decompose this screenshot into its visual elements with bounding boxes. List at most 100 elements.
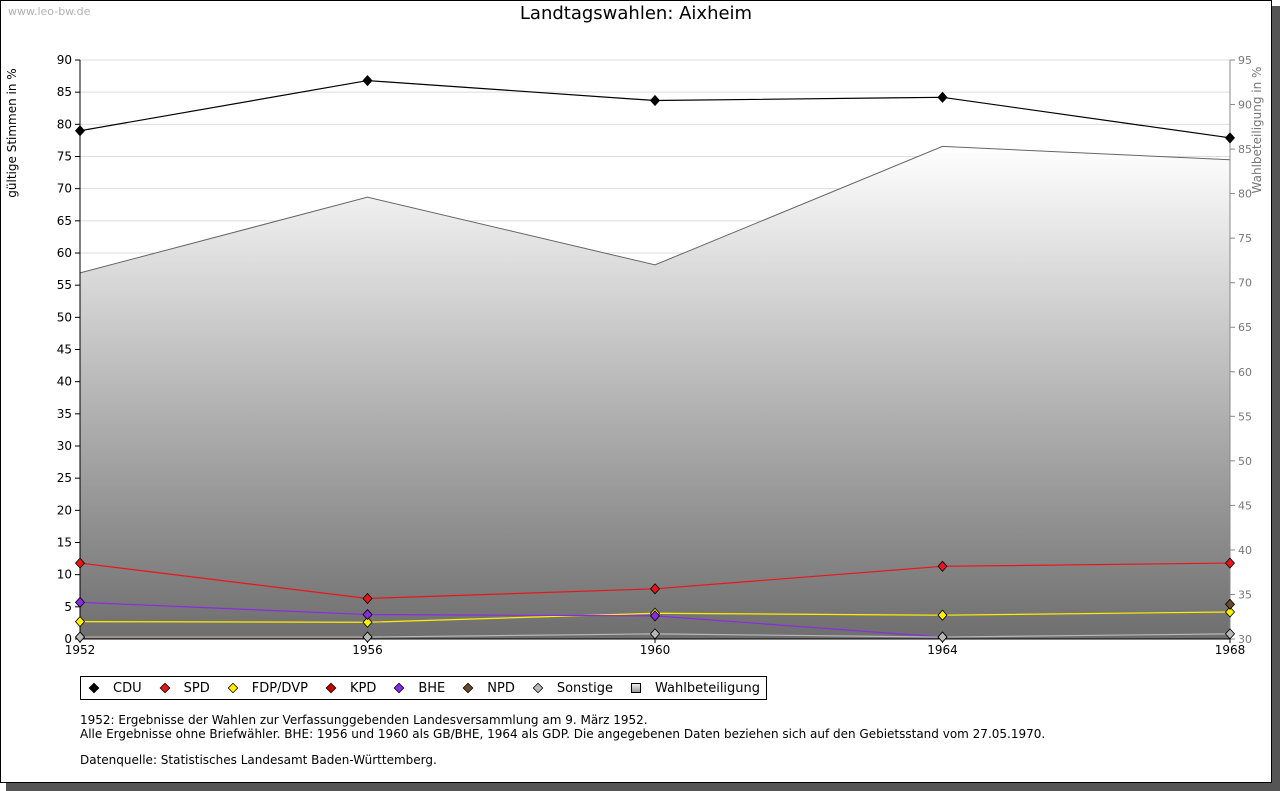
y2-tick-label: 40 (1238, 544, 1252, 557)
legend-label: NPD (487, 680, 515, 696)
y2-tick-label: 95 (1238, 54, 1252, 67)
point-spd (1224, 557, 1236, 569)
y2-tick-label: 45 (1238, 499, 1252, 512)
x-tick-label: 1968 (1215, 643, 1246, 657)
frame-shadow-right (1272, 6, 1280, 791)
legend-label: Wahlbeteiligung (655, 680, 761, 696)
turnout-area (80, 146, 1230, 640)
y-tick-label: 55 (57, 278, 72, 292)
y2-tick-label: 35 (1238, 588, 1252, 601)
legend-item-spd: SPD (159, 680, 210, 696)
point-sonstige (1224, 628, 1236, 640)
point-sonstige (649, 628, 661, 640)
turnout-line (79, 145, 1231, 274)
point-spd (74, 557, 86, 569)
y-tick-label: 30 (57, 439, 72, 453)
point-spd (937, 560, 948, 572)
legend-item-bhe: BHE (394, 681, 445, 696)
legend-label: SPD (183, 680, 210, 696)
point-bhe (74, 596, 86, 608)
series-line-bhe (79, 601, 943, 638)
point-fdp-dvp (362, 616, 373, 628)
x-tick-label: 1956 (352, 643, 383, 657)
y-tick-label: 60 (57, 246, 72, 260)
y2-tick-label: 50 (1238, 455, 1252, 468)
legend-label: FDP/DVP (251, 680, 308, 696)
legend-marker-icon (631, 683, 642, 693)
y2-tick-label: 75 (1238, 232, 1252, 245)
series-line-cdu (79, 79, 1231, 139)
legend-item-npd: NPD (462, 680, 515, 696)
point-cdu (649, 94, 661, 107)
y-tick-label: 90 (57, 53, 72, 67)
legend-label: KPD (349, 680, 377, 696)
point-sonstige (362, 631, 373, 643)
point-sonstige (74, 631, 86, 643)
y-tick-label: 75 (57, 150, 72, 164)
legend-marker-icon (88, 682, 100, 694)
point-spd (649, 583, 661, 595)
y2-tick-label: 55 (1238, 410, 1252, 423)
point-fdp-dvp (1224, 606, 1236, 618)
y2-axis-label: Wahlbeteiligung in % (1250, 67, 1264, 194)
y-tick-label: 20 (57, 503, 72, 517)
y-tick-label: 70 (57, 182, 72, 196)
x-tick-label: 1960 (640, 643, 671, 657)
legend-item-wahlbeteiligung: Wahlbeteiligung (631, 681, 760, 696)
point-npd (1224, 598, 1236, 610)
y2-tick-label: 70 (1238, 277, 1252, 290)
point-cdu (74, 125, 86, 137)
legend-marker-icon (394, 682, 405, 694)
y2-tick-label: 60 (1238, 366, 1252, 379)
y-tick-label: 5 (64, 600, 72, 614)
y-tick-label: 40 (57, 375, 72, 389)
y2-tick-label: 90 (1238, 99, 1252, 112)
point-fdp-dvp (74, 616, 86, 628)
legend-label: CDU (113, 680, 142, 696)
y-tick-label: 0 (64, 632, 72, 646)
y-tick-label: 85 (57, 85, 72, 99)
x-tick-label: 1964 (927, 643, 958, 657)
note-line-1: 1952: Ergebnisse der Wahlen zur Verfassu… (80, 713, 648, 727)
y-tick-label: 35 (57, 407, 72, 421)
y-tick-label: 15 (57, 536, 72, 550)
legend-label: Sonstige (556, 680, 614, 696)
y-tick-label: 65 (57, 214, 72, 228)
point-cdu (937, 91, 948, 103)
legend-item-fdp-dvp: FDP/DVP (227, 680, 308, 696)
legend-label: BHE (418, 680, 446, 696)
y-tick-label: 80 (57, 117, 72, 131)
y-tick-label: 50 (57, 310, 72, 324)
chart-legend: CDU SPD FDP/DVP KPD BHE NPD Sonstige Wahlbeteil… (80, 676, 768, 700)
legend-item-kpd: KPD (325, 680, 377, 696)
y-tick-label: 25 (57, 471, 72, 485)
data-source-note: Datenquelle: Statistisches Landesamt Bad… (80, 753, 437, 767)
frame-shadow-bottom (6, 783, 1280, 791)
y-axis-label: gültige Stimmen in % (5, 68, 19, 197)
point-sonstige (937, 631, 948, 643)
legend-marker-icon (325, 682, 337, 694)
watermark: www.leo-bw.de (8, 5, 91, 18)
point-bhe (362, 608, 373, 621)
point-fdp-dvp (937, 609, 948, 621)
x-tick-label: 1952 (65, 643, 96, 657)
legend-marker-icon (532, 682, 544, 694)
y2-tick-label: 65 (1238, 321, 1252, 334)
point-bhe (649, 610, 661, 622)
legend-item-sonstige: Sonstige (532, 680, 614, 696)
chart-plot: 0 5 10 15 20 25 30 35 40 45 50 55 60 65 70 75 80 85 90 30 35… (5, 53, 1264, 657)
legend-marker-icon (462, 682, 474, 694)
chart-notes: 1952: Ergebnisse der Wahlen zur Verfassu… (80, 713, 1045, 767)
point-spd (362, 592, 373, 605)
legend-marker-icon (159, 682, 170, 694)
point-cdu (362, 74, 373, 87)
y2-tick-label: 85 (1238, 143, 1252, 156)
legend-marker-icon (227, 682, 239, 694)
point-cdu (1224, 132, 1236, 144)
y-tick-label: 10 (57, 568, 72, 582)
y-tick-label: 45 (57, 343, 72, 357)
chart-title: Landtagswahlen: Aixheim (519, 3, 753, 24)
y2-tick-label: 30 (1238, 633, 1252, 646)
y2-tick-label: 80 (1238, 188, 1252, 201)
legend-item-cdu: CDU (88, 680, 142, 696)
